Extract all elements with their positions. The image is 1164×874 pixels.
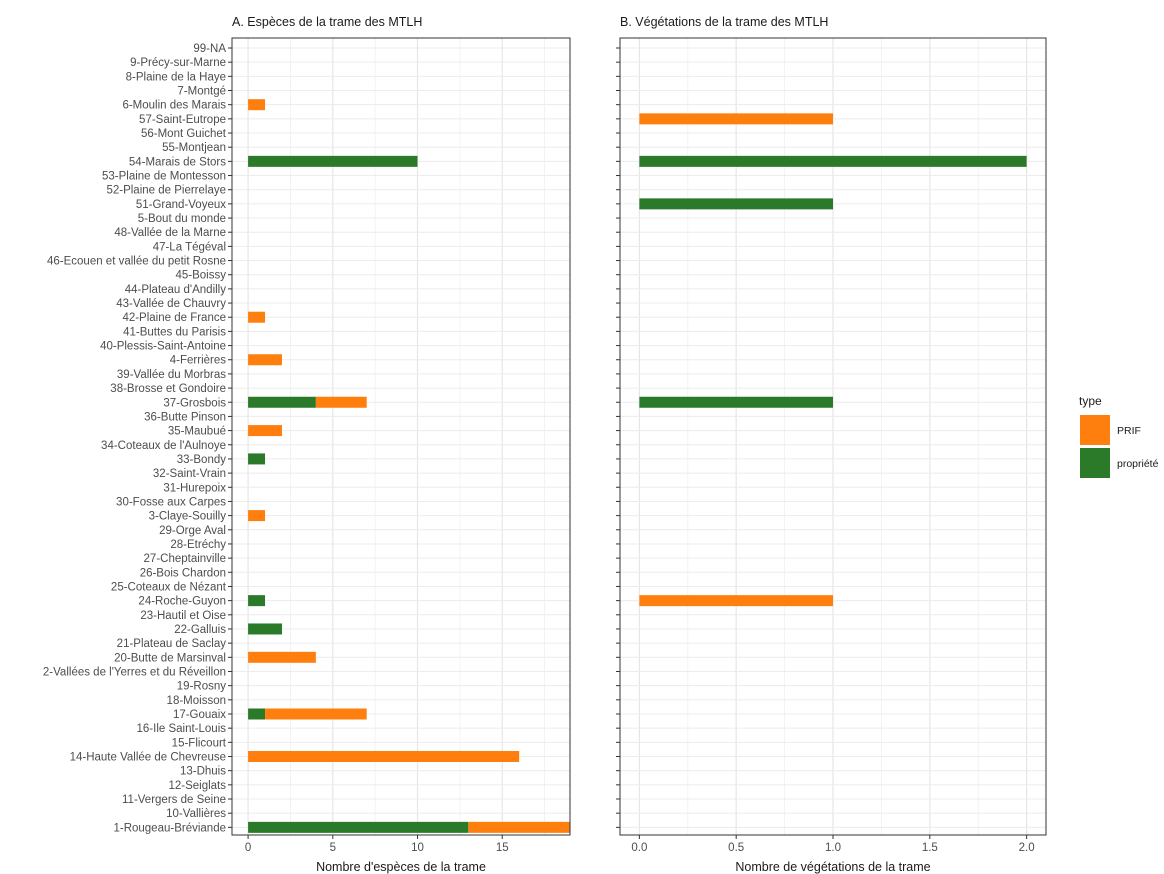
bar-propriete — [248, 708, 266, 720]
bar-prif — [248, 354, 282, 366]
x-tick-label: 0.0 — [631, 842, 647, 854]
legend-label: propriété — [1117, 458, 1159, 470]
y-tick-label: 6-Moulin des Marais — [122, 100, 226, 112]
bar-prif — [315, 396, 367, 408]
bar-prif — [248, 751, 520, 762]
x-axis-title: Nombre de végétations de la trame — [735, 860, 930, 874]
bar-prif — [639, 595, 833, 607]
y-tick-label: 26-Bois Chardon — [140, 567, 226, 579]
y-tick-label: 35-Maubué — [168, 426, 226, 438]
y-tick-label: 22-Galluis — [174, 624, 226, 636]
x-tick-label: 2.0 — [1019, 842, 1035, 854]
x-tick-label: 5 — [330, 842, 336, 854]
bar-prif — [248, 510, 266, 522]
y-tick-label: 52-Plaine de Pierrelaye — [106, 185, 226, 197]
y-tick-label: 23-Hautil et Oise — [140, 610, 226, 622]
y-tick-label: 57-Saint-Eutrope — [139, 114, 226, 126]
bar-propriete — [248, 821, 469, 833]
y-tick-label: 37-Grosbois — [163, 397, 226, 409]
bar-prif — [248, 425, 282, 437]
bar-propriete — [639, 198, 833, 210]
y-tick-label: 17-Gouaix — [173, 709, 226, 721]
y-tick-label: 41-Buttes du Parisis — [123, 326, 226, 338]
y-tick-label: 20-Butte de Marsinval — [114, 652, 226, 664]
y-tick-label: 42-Plaine de France — [122, 312, 226, 324]
legend-key-propriete — [1080, 448, 1110, 478]
bar-propriete — [248, 595, 266, 607]
y-tick-label: 27-Cheptainville — [144, 553, 226, 565]
panel-title: A. Espèces de la trame des MTLH — [232, 15, 422, 29]
x-tick-label: 0 — [245, 842, 251, 854]
x-tick-label: 0.5 — [728, 842, 744, 854]
y-tick-label: 3-Claye-Souilly — [149, 511, 227, 523]
bar-prif — [248, 651, 316, 663]
y-tick-label: 55-Montjean — [162, 142, 226, 154]
x-tick-label: 1.0 — [825, 842, 841, 854]
y-tick-label: 31-Hurepoix — [163, 482, 226, 494]
y-tick-label: 48-Vallée de la Marne — [114, 227, 226, 239]
y-tick-label: 10-Vallières — [166, 808, 226, 820]
y-tick-label: 30-Fosse aux Carpes — [116, 496, 226, 508]
x-tick-label: 10 — [411, 842, 424, 854]
y-tick-label: 4-Ferrières — [170, 355, 226, 367]
panel-border — [231, 37, 571, 836]
panel-title: B. Végétations de la trame des MTLH — [620, 15, 828, 29]
y-tick-label: 45-Boissy — [176, 270, 227, 282]
bar-prif — [248, 311, 266, 323]
y-tick-label: 9-Précy-sur-Marne — [130, 57, 226, 69]
y-tick-label: 39-Vallée du Morbras — [117, 369, 226, 381]
y-tick-label: 53-Plaine de Montesson — [102, 171, 226, 183]
bar-propriete — [248, 155, 418, 167]
bar-propriete — [248, 396, 316, 408]
y-tick-label: 7-Montgé — [177, 86, 226, 98]
legend-title: type — [1079, 394, 1102, 408]
x-tick-label: 1.5 — [922, 842, 938, 854]
y-tick-label: 47-La Tégéval — [153, 241, 226, 253]
bar-prif — [639, 113, 833, 125]
y-tick-label: 13-Dhuis — [180, 766, 226, 778]
y-tick-label: 18-Moisson — [167, 695, 226, 707]
y-tick-label: 14-Haute Vallée de Chevreuse — [70, 752, 226, 764]
y-tick-label: 16-Ile Saint-Louis — [137, 723, 227, 735]
y-tick-label: 33-Bondy — [177, 454, 226, 466]
bar-prif — [265, 708, 367, 720]
y-tick-label: 8-Plaine de la Haye — [126, 71, 226, 83]
y-tick-label: 46-Ecouen et vallée du petit Rosne — [47, 256, 226, 268]
y-tick-label: 29-Orge Aval — [159, 525, 226, 537]
y-tick-label: 1-Rougeau-Bréviande — [113, 822, 226, 834]
y-tick-label: 54-Marais de Stors — [129, 156, 226, 168]
legend-key-prif — [1080, 415, 1110, 445]
bar-propriete — [248, 453, 266, 465]
y-tick-label: 43-Vallée de Chauvry — [116, 298, 226, 310]
y-tick-label: 11-Vergers de Seine — [122, 794, 226, 806]
y-tick-label: 51-Grand-Voyeux — [136, 199, 226, 211]
x-axis-title: Nombre d'espèces de la trame — [316, 860, 486, 874]
y-tick-label: 2-Vallées de l'Yerres et du Réveillon — [43, 666, 226, 678]
y-tick-label: 15-Flicourt — [172, 737, 227, 749]
x-tick-label: 15 — [496, 842, 509, 854]
bar-prif — [468, 821, 570, 833]
bar-propriete — [248, 623, 282, 635]
y-tick-label: 44-Plateau d'Andilly — [125, 284, 227, 296]
bar-propriete — [639, 155, 1027, 167]
bar-propriete — [639, 396, 833, 408]
y-tick-label: 36-Butte Pinson — [144, 411, 226, 423]
y-tick-label: 24-Roche-Guyon — [138, 596, 226, 608]
y-tick-label: 38-Brosse et Gondoire — [110, 383, 226, 395]
y-tick-label: 12-Seiglats — [168, 780, 226, 792]
legend-label: PRIF — [1117, 425, 1141, 437]
y-tick-label: 21-Plateau de Saclay — [117, 638, 227, 650]
y-tick-label: 28-Etréchy — [170, 539, 226, 551]
y-tick-label: 32-Saint-Vrain — [153, 468, 226, 480]
y-tick-label: 56-Mont Guichet — [141, 128, 227, 140]
y-tick-label: 99-NA — [193, 43, 226, 55]
y-tick-label: 19-Rosny — [177, 681, 226, 693]
y-tick-label: 34-Coteaux de l'Aulnoye — [101, 440, 226, 452]
y-tick-label: 25-Coteaux de Nézant — [111, 581, 227, 593]
panel-background — [232, 38, 570, 835]
bar-prif — [248, 99, 266, 111]
y-tick-label: 5-Bout du monde — [138, 213, 226, 225]
y-tick-label: 40-Plessis-Saint-Antoine — [100, 341, 226, 353]
